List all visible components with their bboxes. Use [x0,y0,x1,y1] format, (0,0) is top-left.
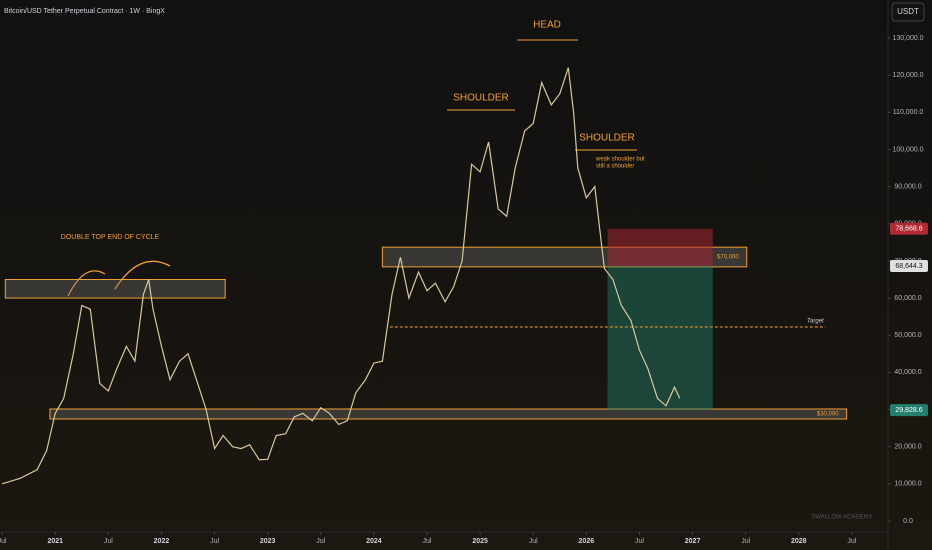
chart-title: Bitcoin/USD Tether Perpetual Contract · … [4,8,165,15]
x-tick-label: Jul [104,538,113,545]
annotation: SHOULDER [579,133,635,144]
annotation: HEAD [533,20,561,31]
x-tick-label: 2026 [579,538,595,545]
price-label: 29,828.6 [895,407,922,414]
x-tick-label: Jul [210,538,219,545]
double-top-arc [114,260,171,290]
annotation: weak shoulder but [595,157,645,163]
price-label: 68,644.3 [895,263,922,270]
zone-label: $70,000 [717,255,739,261]
y-tick-label: 20,000.0 [894,444,921,451]
price-label-box [890,259,928,272]
target-label: Target [807,319,824,325]
annotation: still a shoulder [596,164,634,170]
double-top-arc [67,270,106,297]
y-tick-label: 120,000.0 [892,72,923,79]
x-tick-label: 2028 [791,538,807,545]
price-label-box [890,404,928,417]
x-tick-label: 2027 [685,538,701,545]
y-tick-label: 100,000.0 [892,146,923,153]
x-tick-label: 2021 [47,538,63,545]
currency-box[interactable] [891,2,925,22]
annotation: SHOULDER [453,93,509,104]
zone-label: $30,000 [817,412,839,418]
price-label: 78,668.6 [895,226,922,233]
zone [4,279,226,299]
x-tick-label: 2025 [472,538,488,545]
y-tick-label: 90,000.0 [894,183,921,190]
x-tick-label: Jul [316,538,325,545]
x-tick-label: 2023 [260,538,276,545]
annotation: DOUBLE TOP END OF CYCLE [61,234,160,241]
x-tick-label: 2024 [366,538,382,545]
y-tick-label: 10,000.0 [894,481,921,488]
watermark: SWALLOW ACADEMY [811,515,872,521]
y-tick-label: 50,000.0 [894,332,921,339]
x-tick-label: Jul [423,538,432,545]
y-tick-label: 110,000.0 [893,109,924,116]
y-tick-label: 0.0 [903,518,913,525]
x-tick-label: Jul [0,538,7,545]
y-tick-label: 130,000.0 [892,35,923,42]
x-tick-label: Jul [741,538,750,545]
y-tick-label: 60,000.0 [894,295,921,302]
price-label-box [890,222,928,235]
x-tick-label: Jul [635,538,644,545]
stop-zone [607,228,713,266]
price-line [1,67,681,485]
x-tick-label: Jul [847,538,856,545]
y-tick-label: 40,000.0 [894,369,921,376]
x-tick-label: 2022 [154,538,170,545]
x-tick-label: Jul [529,538,538,545]
profit-zone [607,265,713,411]
zone [49,408,848,420]
currency[interactable]: USDT [897,7,919,16]
